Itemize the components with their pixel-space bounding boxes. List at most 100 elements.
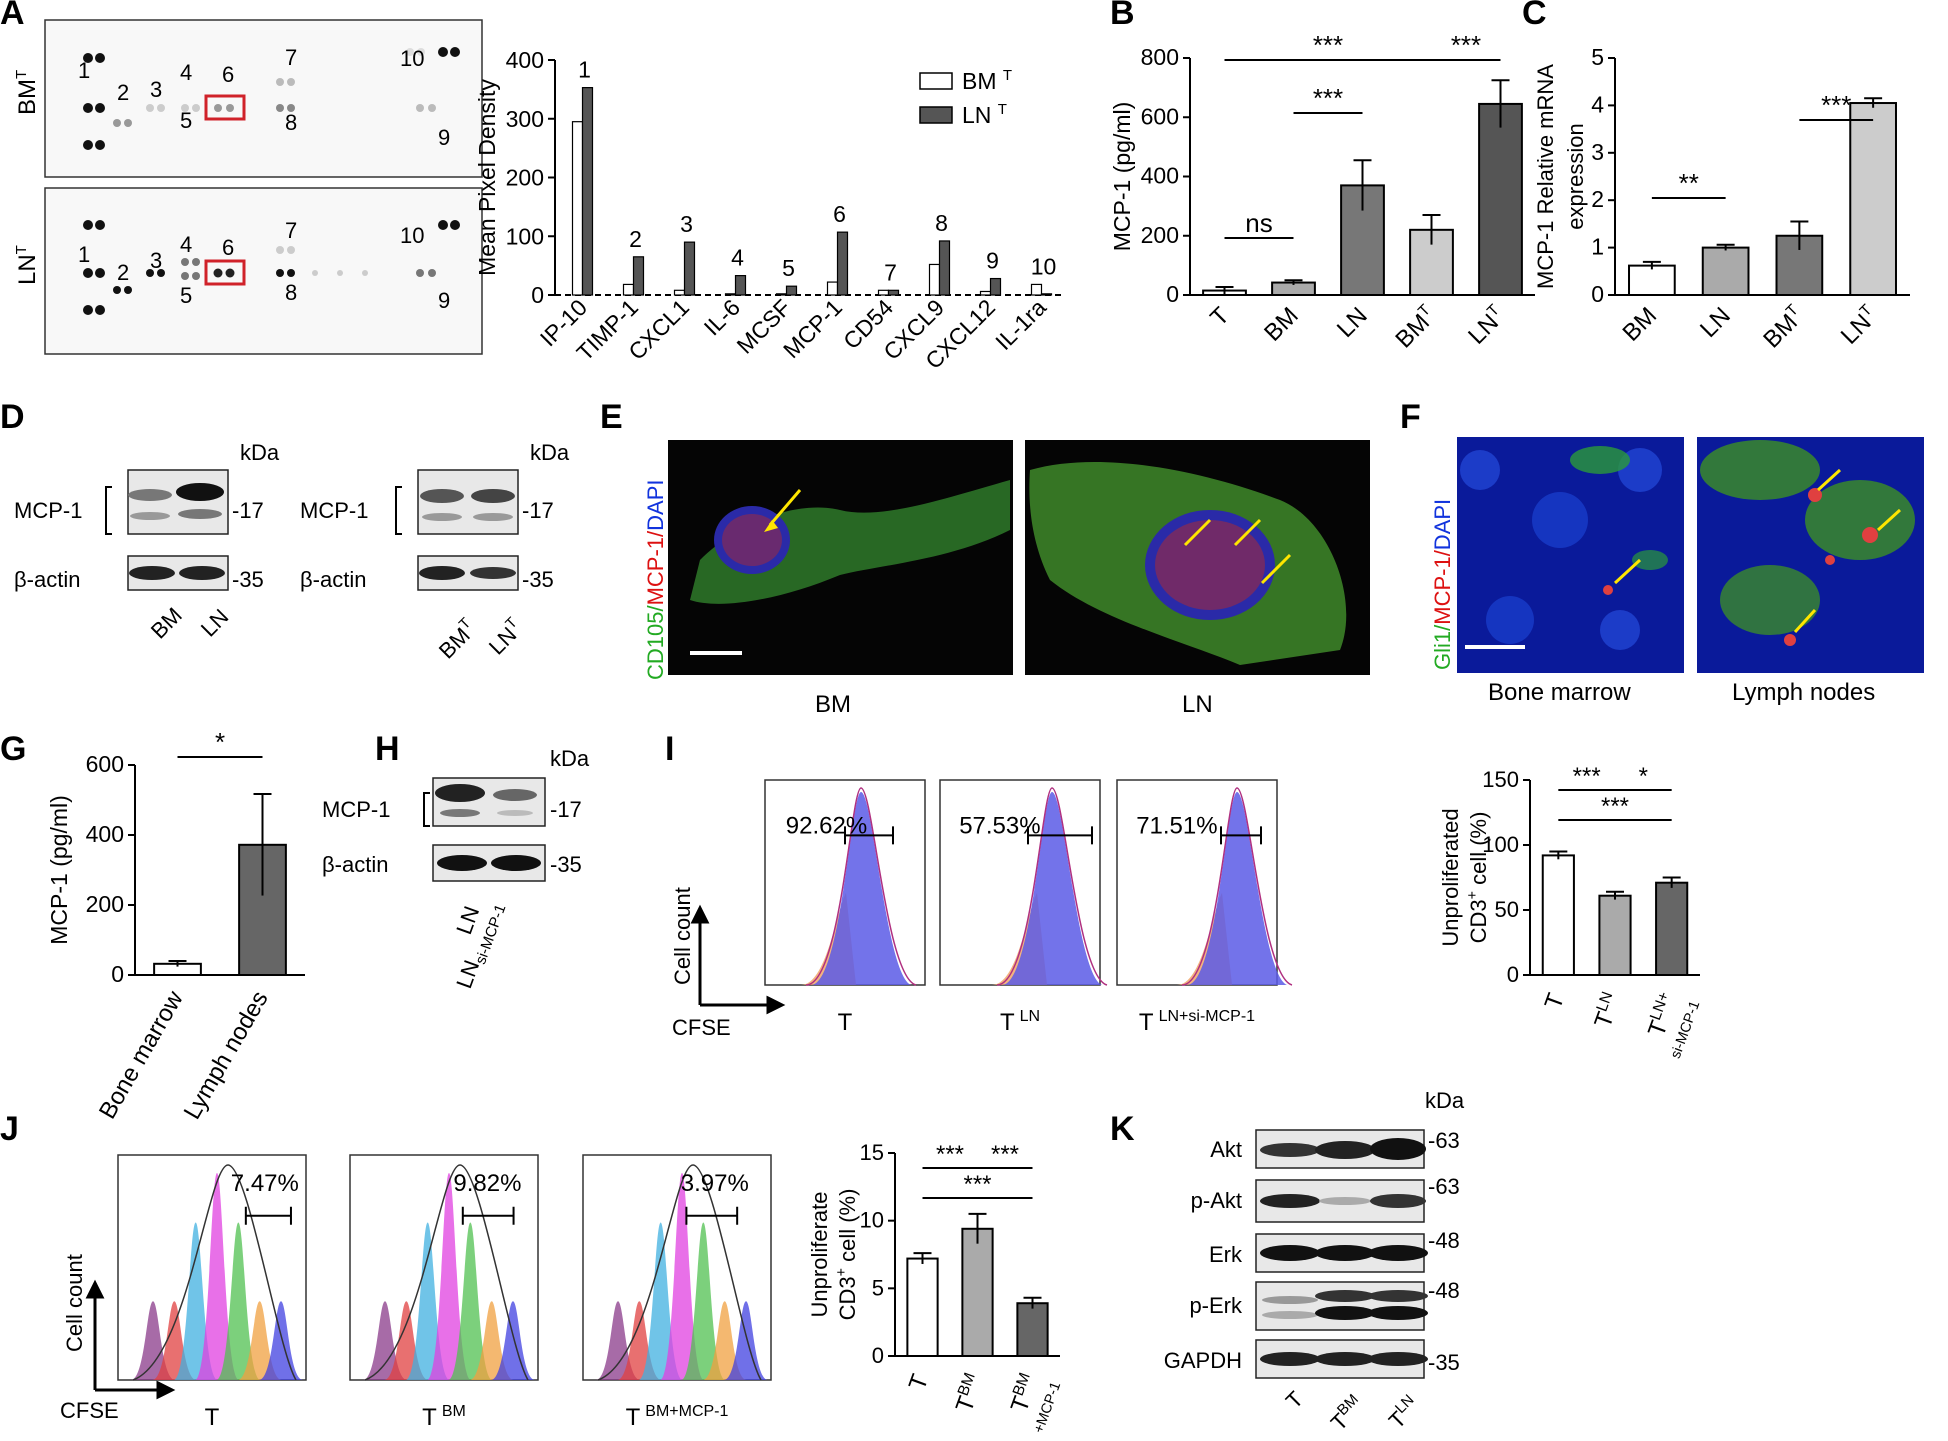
marker-label: -35 [522,567,554,592]
bar [938,240,951,296]
gate-percentage: 3.97% [681,1170,749,1197]
image-label: BM [815,691,851,718]
kda-label: kDa [530,440,570,465]
bar [1016,1302,1049,1357]
y-tick-label: 15 [860,1140,884,1165]
y-axis-label: expression [1563,123,1588,229]
marker-label: -17 [550,797,582,822]
category-name: Lymph nodes [179,987,274,1125]
bar [877,289,890,296]
lane-label: TBM [1324,1391,1369,1436]
category-sub: +MCP-1 [1031,1380,1064,1435]
row-label: p-Akt [1191,1188,1242,1213]
bar [928,263,941,296]
blot-d-right [395,469,519,591]
kda-label: kDa [240,440,280,465]
histogram-label: T BM+MCP-1 [626,1403,729,1431]
significance-label: *** [963,1171,991,1198]
category-label: BMT [1390,301,1442,353]
axis-label: CFSE [60,1398,119,1423]
lane-label: BMT [432,615,481,664]
marker-label: -17 [232,498,264,523]
histogram-peak [1002,792,1102,985]
histogram-peak [724,1301,768,1380]
significance-label: *** [1451,30,1481,60]
flow-histograms-i: 92.62% T 57.53% T LN 71.51% T LN+si-MCP-1 [764,779,1293,1036]
panel-letter-j: J [0,1110,19,1148]
category-label: T [904,1371,935,1394]
bar-number: 5 [782,255,795,281]
spot-number: 10 [400,223,424,248]
y-tick-label: 2 [1591,186,1604,212]
row-label: MCP-1 [300,498,368,523]
micrograph-e-bm [668,440,1013,675]
bar [906,1257,939,1358]
category-name: LN [1332,302,1373,343]
micrograph-e-ln [1025,440,1370,675]
bar-number: 3 [680,211,693,237]
y-tick-label: 200 [86,891,124,917]
bar [673,289,686,296]
y-tick-label: 0 [1591,281,1604,307]
panel-letter-i: I [665,730,674,768]
array-row-sup: T [13,245,30,254]
histogram-sup: BM+MCP-1 [645,1403,728,1420]
y-label-sup: + [1465,891,1481,899]
y-tick-label: 0 [872,1343,884,1368]
spot-number: 10 [400,46,424,71]
category-label: TBM [950,1370,989,1415]
legend-swatch [919,72,953,90]
spot-number: 6 [222,62,234,87]
histogram-name: T [205,1404,220,1431]
marker-label: -48 [1428,1228,1460,1253]
category-sup: LN+ [1647,989,1673,1022]
y-label-part: cell (%) [835,1189,860,1268]
y-tick-label: 3 [1591,139,1604,165]
gate-percentage: 57.53% [959,812,1040,839]
legend-label: BM T [962,67,1012,94]
kda-label: kDa [550,746,590,771]
y-tick-label: 300 [506,106,544,132]
category-label: T [1205,302,1235,332]
y-axis-label: MCP-1 (pg/ml) [46,795,72,945]
histogram-label: T [205,1404,220,1431]
legend-sup: T [1003,67,1012,84]
category-name: Bone marrow [94,986,189,1124]
row-label: GAPDH [1164,1348,1242,1373]
bar-number: 7 [884,259,897,285]
y-label-part: CD3 [835,1276,860,1320]
spot-number: 5 [180,283,192,308]
array-row-name: BM [14,79,41,115]
histogram-peak [660,1173,704,1380]
y-tick-label: 800 [1141,44,1179,70]
bar [571,121,584,296]
legend-name: BM [962,68,1003,94]
y-tick-label: 4 [1591,91,1604,117]
spot-number: 5 [180,108,192,133]
axis-label: Cell count [62,1254,87,1352]
lane-label: LN [451,903,484,938]
category-label: LN [1695,302,1736,343]
row-label: MCP-1 [322,797,390,822]
y-tick-label: 0 [1166,281,1179,307]
spot-number: 3 [150,77,162,102]
spot-number: 2 [117,260,129,285]
category-sup: BM [955,1370,979,1398]
histogram-outline [597,1164,762,1381]
histogram-label: T LN+si-MCP-1 [1139,1008,1255,1036]
bar [622,283,635,296]
significance-label: *** [1313,30,1343,60]
y-axis-label: Unproliferated [1438,808,1463,946]
histogram-label: T BM [422,1403,466,1431]
significance-label: *** [1573,763,1601,790]
histogram-outline [805,787,917,986]
bar [1701,246,1750,297]
array-row-name: LN [14,254,41,285]
histogram-name: T [422,1404,437,1431]
y-tick-label: 200 [506,165,544,191]
axis-arrows [690,904,786,1015]
bar [1598,894,1632,977]
image-label: LN [1182,691,1213,718]
